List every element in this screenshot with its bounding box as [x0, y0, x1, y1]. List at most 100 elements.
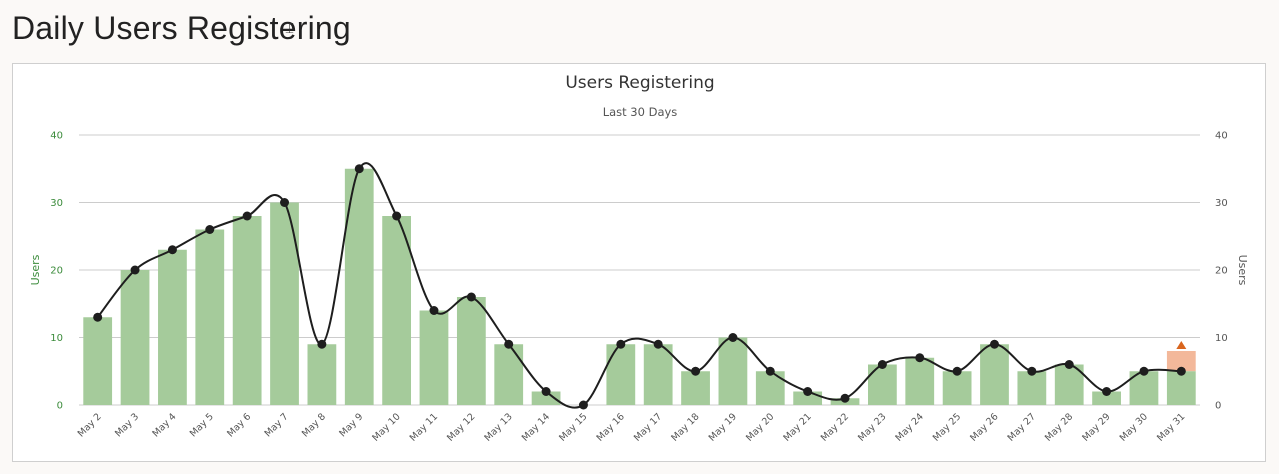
bar[interactable] [1166, 371, 1196, 405]
spline-point[interactable] [915, 353, 925, 363]
x-tick-label: May 13 [482, 411, 514, 443]
y-tick-label-right: 30 [1215, 198, 1228, 209]
x-tick-label: May 2 [76, 411, 104, 439]
y-tick-label-left: 10 [50, 333, 63, 344]
x-tick-label: May 26 [968, 411, 1000, 443]
spline-point[interactable] [578, 400, 588, 410]
spline-point[interactable] [466, 292, 476, 302]
bar[interactable] [942, 371, 972, 405]
bar[interactable] [755, 371, 785, 405]
x-tick-label: May 31 [1155, 411, 1187, 443]
spline-point[interactable] [205, 225, 215, 234]
spline-point[interactable] [840, 393, 850, 403]
spline-point[interactable] [354, 164, 364, 174]
bar[interactable] [494, 344, 524, 405]
spline-point[interactable] [803, 387, 813, 396]
bar[interactable] [382, 216, 412, 405]
spline-point[interactable] [167, 245, 177, 255]
spline-point[interactable] [1139, 366, 1149, 376]
y-tick-label-right: 40 [1215, 131, 1228, 142]
x-tick-label: May 29 [1080, 411, 1112, 443]
bar[interactable] [307, 344, 337, 405]
spline-point[interactable] [392, 211, 402, 221]
y-axis-title-left: Users [29, 254, 42, 285]
x-tick-label: May 20 [744, 411, 776, 443]
spline-series[interactable] [93, 162, 1186, 410]
chart-subtitle: Last 30 Days [603, 105, 678, 119]
y-tick-label-left: 30 [50, 198, 63, 209]
bar[interactable] [867, 364, 897, 406]
spline-point[interactable] [616, 339, 626, 349]
spline-point[interactable] [541, 387, 551, 396]
spline-point[interactable] [989, 339, 999, 349]
y-tick-label-right: 20 [1215, 266, 1228, 277]
x-tick-label: May 28 [1043, 411, 1075, 443]
bar[interactable] [905, 357, 935, 405]
spline-point[interactable] [1064, 360, 1074, 369]
y-tick-label-left: 0 [57, 401, 63, 412]
bar-series[interactable] [83, 168, 1196, 406]
text-cursor-icon: ⌶ [285, 20, 295, 37]
x-tick-label: May 12 [445, 411, 477, 443]
x-tick-label: May 11 [408, 411, 440, 443]
x-tick-label: May 23 [856, 411, 888, 443]
bar[interactable] [456, 297, 486, 405]
spline-point[interactable] [280, 198, 290, 207]
spline-point[interactable] [877, 360, 887, 369]
chart-panel: Users Registering Last 30 Days 0 10 20 30 40… [12, 63, 1266, 462]
bar[interactable] [419, 310, 449, 406]
spline-point[interactable] [1027, 366, 1037, 376]
bar[interactable] [1092, 391, 1121, 406]
bar[interactable] [980, 344, 1009, 405]
spline-point[interactable] [765, 366, 775, 376]
bar[interactable] [83, 317, 113, 405]
x-tick-label: May 14 [520, 411, 552, 443]
bar[interactable] [232, 216, 262, 405]
spline-point[interactable] [93, 312, 103, 322]
bar[interactable] [1017, 371, 1047, 405]
bar-highlight[interactable] [1166, 351, 1196, 372]
spline-point[interactable] [130, 265, 140, 275]
spline-point[interactable] [504, 339, 514, 349]
x-tick-label: May 16 [595, 411, 627, 443]
bar[interactable] [643, 344, 673, 405]
x-tick-label: May 17 [632, 411, 664, 443]
spline-point[interactable] [952, 366, 962, 376]
page-title: Daily Users Registering [12, 10, 351, 46]
x-tick-label: May 6 [225, 411, 253, 439]
x-tick-label: May 30 [1118, 411, 1150, 443]
x-tick-label: May 21 [781, 411, 813, 443]
y-tick-label-left: 20 [50, 266, 63, 277]
y-axis-title-right: Users [1236, 255, 1249, 286]
spline-point[interactable] [691, 366, 701, 376]
x-tick-label: May 7 [263, 411, 291, 439]
spline-point[interactable] [728, 333, 738, 342]
x-tick-label: May 24 [894, 411, 926, 443]
x-tick-label: May 27 [1006, 411, 1038, 443]
spline-point[interactable] [429, 306, 439, 315]
bar[interactable] [120, 270, 150, 405]
x-tick-label: May 3 [113, 411, 141, 439]
spline-point[interactable] [653, 339, 663, 349]
gridlines [79, 134, 1200, 406]
spline-point[interactable] [1102, 387, 1112, 396]
x-tick-label: May 9 [337, 411, 365, 439]
x-tick-label: May 25 [931, 411, 963, 443]
bar[interactable] [606, 344, 636, 405]
bar[interactable] [531, 391, 561, 406]
bar[interactable] [195, 229, 225, 406]
spline-point[interactable] [317, 339, 327, 349]
x-tick-label: May 19 [707, 411, 739, 443]
x-tick-label: May 22 [819, 411, 851, 443]
bar[interactable] [158, 249, 187, 405]
bar[interactable] [718, 337, 748, 406]
y-axis-left: 0 10 20 30 40 [50, 131, 63, 412]
bar[interactable] [270, 202, 299, 406]
spline-point[interactable] [242, 211, 252, 221]
x-tick-label: May 15 [557, 411, 589, 443]
spline-point[interactable] [1176, 366, 1186, 376]
bar[interactable] [681, 371, 710, 405]
trend-up-marker[interactable] [1176, 341, 1187, 349]
chart-title: Users Registering [565, 73, 714, 93]
y-tick-label-left: 40 [50, 131, 63, 142]
